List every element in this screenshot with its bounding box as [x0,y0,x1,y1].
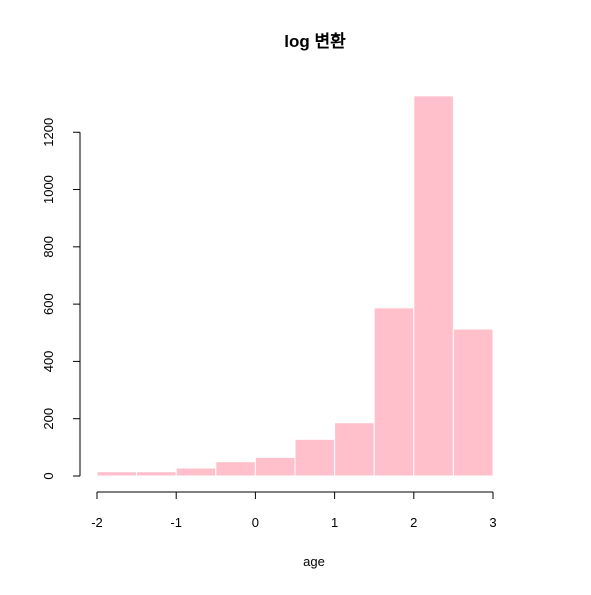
x-axis: -2 -1 0 1 2 3 [91,491,497,530]
x-tick-label: -2 [91,515,103,530]
x-axis-label: age [303,554,325,569]
x-tick-label: 3 [489,515,496,530]
x-tick-label: 2 [410,515,417,530]
y-tick-label: 600 [41,293,56,315]
y-tick-label: 1200 [41,118,56,147]
histogram-bar [96,471,138,477]
x-tick-label: -1 [170,515,182,530]
histogram-bars [96,95,494,477]
chart-title: log 변환 [284,32,346,51]
y-tick-label: 400 [41,351,56,373]
histogram-bar [175,467,217,477]
y-tick-label: 1000 [41,175,56,204]
histogram-bar [373,307,415,477]
histogram-bar [452,328,494,477]
histogram-bar [215,461,256,477]
x-tick-label: 1 [331,515,338,530]
histogram-bar [136,471,177,477]
y-axis: 0 200 400 600 800 1000 1200 [41,118,81,480]
histogram-bar [334,422,375,477]
histogram-bar [254,456,296,477]
y-tick-label: 200 [41,408,56,430]
y-tick-label: 0 [41,472,56,479]
y-tick-label: 800 [41,236,56,258]
histogram-bar [413,95,454,477]
x-tick-label: 0 [252,515,259,530]
histogram-bar [294,438,336,477]
